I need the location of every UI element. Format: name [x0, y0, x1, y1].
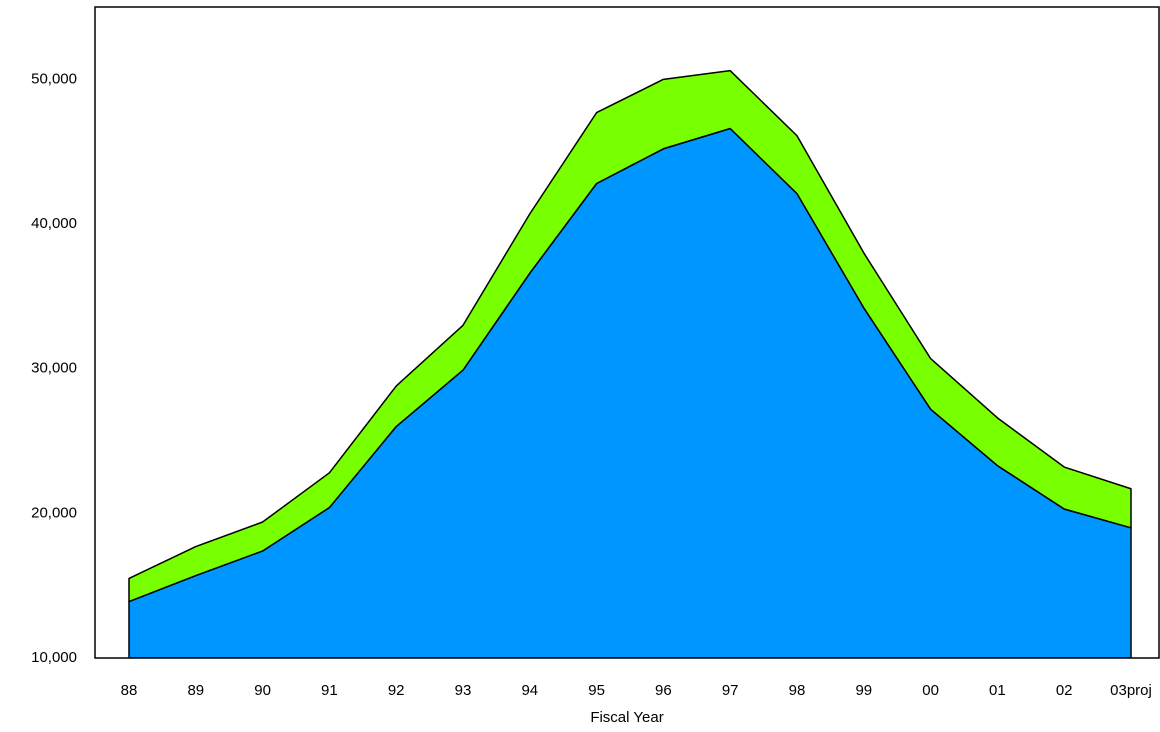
x-axis-title: Fiscal Year: [590, 709, 663, 726]
x-tick-label: 00: [922, 682, 939, 699]
x-tick-label: 99: [855, 682, 872, 699]
x-tick-label: 01: [989, 682, 1006, 699]
y-tick-label: 10,000: [31, 649, 77, 666]
x-tick-label: 89: [187, 682, 204, 699]
x-tick-label: 95: [588, 682, 605, 699]
x-tick-label: 98: [789, 682, 806, 699]
x-tick-label: 02: [1056, 682, 1073, 699]
y-tick-label: 20,000: [31, 504, 77, 521]
x-tick-label: 96: [655, 682, 672, 699]
x-tick-label: 03proj: [1110, 682, 1152, 699]
x-tick-label: 91: [321, 682, 338, 699]
area: [128, 127, 1132, 658]
y-tick-label: 50,000: [31, 70, 77, 87]
x-tick-label: 90: [254, 682, 271, 699]
x-tick-label: 92: [388, 682, 405, 699]
x-tick-label: 88: [121, 682, 138, 699]
y-tick-label: 30,000: [31, 360, 77, 377]
x-tick-label: 93: [455, 682, 472, 699]
x-tick-label: 97: [722, 682, 739, 699]
y-tick-label: 40,000: [31, 215, 77, 232]
plot-frame: [94, 6, 1160, 659]
area: [128, 69, 1132, 603]
x-tick-label: 94: [521, 682, 538, 699]
